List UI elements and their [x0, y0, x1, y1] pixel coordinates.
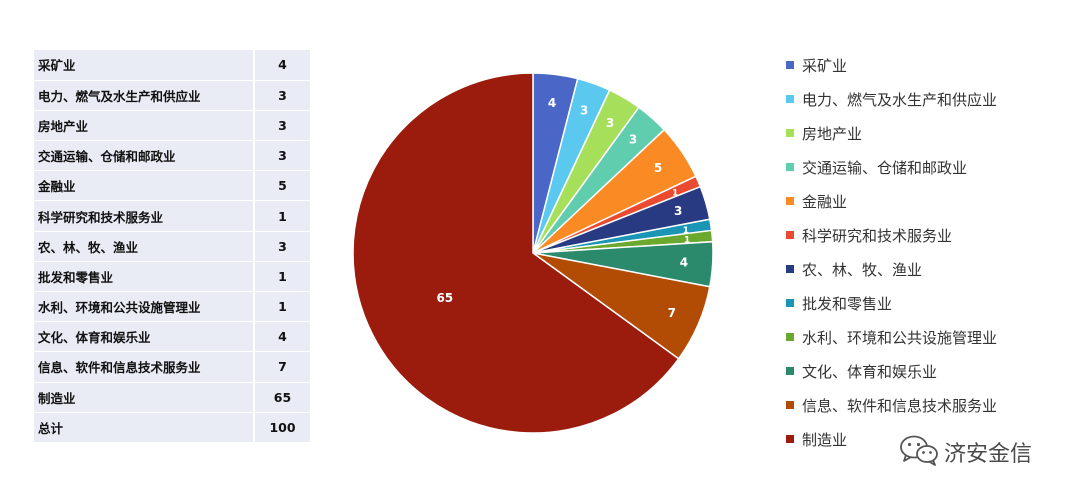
row-value: 5	[254, 170, 310, 202]
total-value: 100	[254, 412, 310, 443]
legend-label: 金融业	[802, 193, 848, 211]
pie-data-label: 65	[436, 291, 453, 305]
pie-data-label: 5	[654, 161, 662, 175]
row-label: 交通运输、仓储和邮政业	[34, 140, 255, 172]
table-row: 电力、燃气及水生产和供应业 3	[34, 80, 310, 111]
pie-data-label: 3	[674, 204, 682, 218]
table-row: 批发和零售业 1	[34, 261, 310, 293]
row-label: 金融业	[34, 170, 255, 202]
table-row: 农、林、牧、渔业 3	[34, 231, 310, 262]
legend-swatch	[786, 435, 794, 443]
wechat-icon	[900, 435, 938, 466]
pie-slice	[352, 72, 680, 434]
row-label: 批发和零售业	[34, 261, 255, 293]
row-label: 电力、燃气及水生产和供应业	[34, 80, 255, 111]
legend-swatch	[786, 299, 794, 307]
table-row: 文化、体育和娱乐业 4	[34, 321, 310, 353]
row-value: 1	[254, 200, 310, 232]
pie-data-label: 4	[548, 96, 556, 110]
watermark: 济安金信	[898, 432, 1032, 472]
table-row: 金融业 5	[34, 170, 310, 202]
row-label: 采矿业	[34, 50, 255, 81]
total-label: 总计	[34, 412, 255, 443]
legend-label: 科学研究和技术服务业	[802, 227, 953, 245]
legend-swatch	[786, 197, 794, 205]
industry-table: 采矿业 4 电力、燃气及水生产和供应业 3 房地产业 3 交通运输、仓储和邮政业 3 金融业 5 科…	[34, 50, 310, 443]
pie-data-label: 3	[629, 133, 637, 147]
pie-data-label: 1	[683, 226, 689, 236]
legend-label: 交通运输、仓储和邮政业	[802, 159, 968, 177]
pie-data-label: 1	[684, 235, 690, 245]
legend-label: 水利、环境和公共设施管理业	[802, 329, 998, 347]
legend-swatch	[786, 61, 794, 69]
row-value: 65	[254, 382, 310, 413]
legend-label: 文化、体育和娱乐业	[802, 363, 938, 381]
legend-swatch	[786, 401, 794, 409]
table-row: 制造业 65	[34, 382, 310, 413]
legend-swatch	[786, 265, 794, 273]
legend-label: 农、林、牧、渔业	[802, 261, 923, 279]
legend-swatch	[786, 95, 794, 103]
legend-label: 电力、燃气及水生产和供应业	[802, 91, 998, 109]
legend-swatch	[786, 129, 794, 137]
legend-label: 房地产业	[802, 125, 863, 143]
pie-data-label: 7	[668, 306, 676, 320]
row-label: 农、林、牧、渔业	[34, 231, 255, 262]
pie-data-label: 1	[672, 189, 678, 199]
table-row: 信息、软件和信息技术服务业 7	[34, 351, 310, 383]
row-label: 制造业	[34, 382, 255, 413]
row-value: 7	[254, 351, 310, 383]
row-value: 1	[254, 291, 310, 323]
pie-data-label: 3	[606, 116, 614, 130]
row-label: 房地产业	[34, 110, 255, 142]
legend-label: 采矿业	[802, 57, 848, 75]
legend-label: 批发和零售业	[802, 295, 893, 313]
legend-swatch	[786, 163, 794, 171]
table-row: 房地产业 3	[34, 110, 310, 142]
row-value: 3	[254, 110, 310, 142]
row-value: 4	[254, 321, 310, 353]
pie-data-label: 3	[580, 104, 588, 118]
row-value: 3	[254, 231, 310, 262]
total-row: 总计 100	[34, 412, 310, 443]
row-value: 4	[254, 50, 310, 81]
watermark-text: 济安金信	[944, 442, 1033, 467]
table-row: 科学研究和技术服务业 1	[34, 200, 310, 232]
table-row: 交通运输、仓储和邮政业 3	[34, 140, 310, 172]
row-label: 信息、软件和信息技术服务业	[34, 351, 255, 383]
row-label: 文化、体育和娱乐业	[34, 321, 255, 353]
row-value: 3	[254, 140, 310, 172]
legend-swatch	[786, 231, 794, 239]
legend-swatch	[786, 367, 794, 375]
table-row: 采矿业 4	[34, 50, 310, 81]
table-row: 水利、环境和公共设施管理业 1	[34, 291, 310, 323]
legend-label: 信息、软件和信息技术服务业	[802, 397, 998, 415]
row-value: 3	[254, 80, 310, 111]
legend-swatch	[786, 333, 794, 341]
pie-data-label: 4	[680, 256, 688, 270]
legend-label: 制造业	[802, 431, 848, 449]
row-label: 水利、环境和公共设施管理业	[34, 291, 255, 323]
row-label: 科学研究和技术服务业	[34, 200, 255, 232]
row-value: 1	[254, 261, 310, 293]
